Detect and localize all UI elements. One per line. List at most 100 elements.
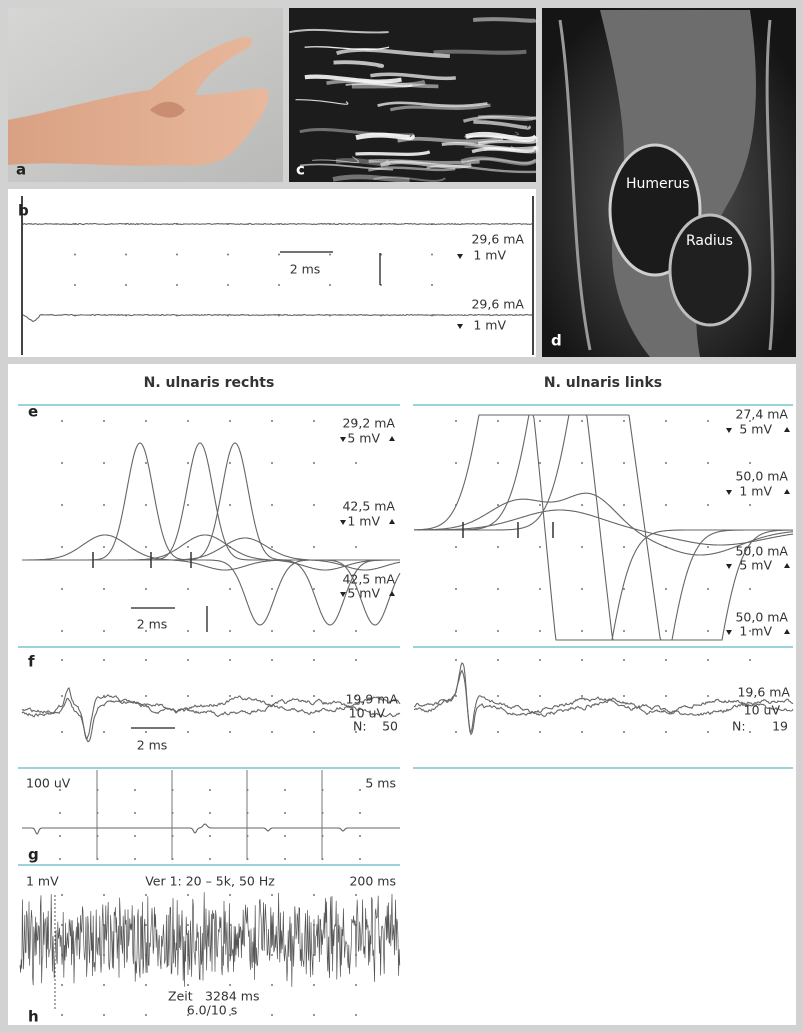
trace [414,414,793,641]
grid-dot [581,695,583,697]
echo-streak [478,114,536,120]
echo-streak [335,158,390,167]
echo-streak [473,120,531,130]
grid-dot [329,284,331,286]
grid-dot [134,812,136,814]
trace [22,313,535,323]
grid-dot [59,835,61,837]
time-scale-label: 2 ms [137,738,168,753]
grid-dot [61,659,63,661]
grid-dot [145,588,147,590]
grid-dot [176,253,178,256]
grid-dot [497,659,499,661]
marker-triangle [726,428,732,433]
echo-streak [466,157,537,165]
grid-dot [271,894,273,896]
marker-triangle [340,437,346,442]
time-scale-label: 2 ms [290,262,321,277]
panel-label: c [296,161,305,179]
grid-dot [145,984,147,986]
grid-dot [145,731,147,733]
grid-dot [187,588,189,590]
trace [21,222,534,226]
grid-dot [187,546,189,548]
trace [413,669,794,736]
gain-label: 1 mV [739,624,772,639]
grid-dot [539,731,541,733]
grid-dot [187,731,189,733]
echo-streak [355,132,415,141]
gain-label: 1 mV [739,484,772,499]
grid-dot [665,420,667,422]
grid-dot [581,731,583,733]
grid-dot [229,659,231,661]
grid-dot [284,789,286,791]
grid-dot [187,1014,189,1016]
grid-dot [359,858,361,860]
echo-streak [299,163,394,171]
grid-dot [209,812,211,814]
gain-label: 1 mV [473,318,506,333]
current-label: 50,0 mA [735,610,788,625]
echo-streak [295,99,349,105]
marker-triangle [389,591,395,596]
grid-dot [355,546,357,548]
echo-streak [336,47,450,59]
grid-dot [278,284,280,286]
grid-dot [355,894,357,896]
grid-dot [61,731,63,733]
grid-dot [581,420,583,422]
grid-dot [431,253,433,256]
echo-streak [332,174,410,183]
column-title: N. ulnaris links [544,375,662,391]
gain-label: 1 mV [473,248,506,263]
echo-streak [460,156,538,166]
panel-label: h [28,1008,39,1026]
grid-dot [145,695,147,697]
marker-triangle [457,324,463,329]
echo-streak [333,60,384,68]
grid-dot [707,731,709,733]
grid-dot [103,1014,105,1016]
grid-dot [455,731,457,733]
grid-dot [497,420,499,422]
grid-dot [284,858,286,860]
grid-dot [497,695,499,697]
current-label: 42,5 mA [342,572,395,587]
grid-dot [61,546,63,548]
grid-dot [187,659,189,661]
panel-label: f [28,653,35,671]
trace [414,492,794,556]
grid-dot [355,504,357,506]
marker-triangle [726,564,732,569]
current-label: 19,9 mA [345,692,398,707]
grid-dot [271,984,273,986]
trace [414,509,794,546]
echo-streak [380,160,472,169]
grid-dot [749,659,751,661]
grid-dot [355,462,357,464]
grid-dot [665,630,667,632]
echo-streak [368,166,456,172]
grid-dot [145,630,147,632]
grid-dot [581,546,583,548]
grid-dot [455,588,457,590]
grid-dot [707,462,709,464]
mri-structures [558,19,775,351]
grid-dot [749,695,751,697]
marker-triangle [784,563,790,568]
grid-dot [145,659,147,661]
grid-dot [134,835,136,837]
finger [150,101,185,118]
grid-dot [61,894,63,896]
gain-label: 100 uV [26,776,71,791]
grid-dot [59,858,61,860]
grid-dot [623,695,625,697]
rate-label: 6.0/10 s [187,1003,237,1018]
grid-dot [74,253,76,256]
grid-dot [313,894,315,896]
grid-dot [134,789,136,791]
current-label: 50,0 mA [735,469,788,484]
grid-dot [103,659,105,661]
time-scale-label: 2 ms [137,617,168,632]
